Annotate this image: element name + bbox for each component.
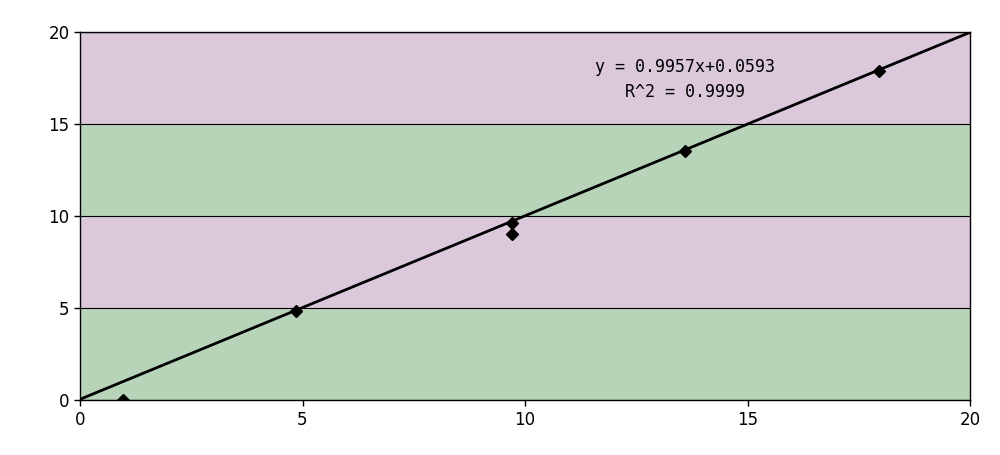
- Text: y = 0.9957x+0.0593
R^2 = 0.9999: y = 0.9957x+0.0593 R^2 = 0.9999: [595, 58, 775, 101]
- Bar: [80, 124, 970, 216]
- Bar: [80, 308, 970, 400]
